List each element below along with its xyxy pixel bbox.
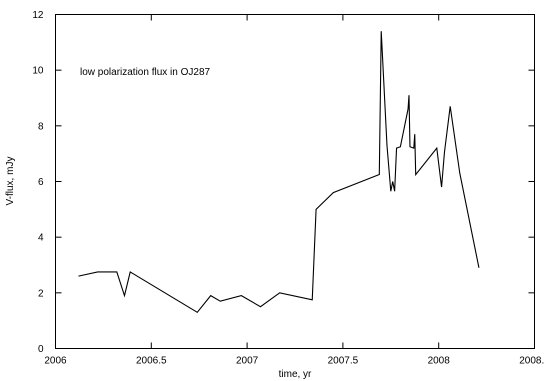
- plot-frame: [55, 14, 535, 349]
- axis-ticks: [55, 14, 535, 349]
- x-tick-label: 2006: [44, 356, 67, 367]
- x-tick-label: 2006.5: [136, 356, 167, 367]
- y-tick-label: 4: [38, 233, 44, 244]
- x-tick-label: 2007.5: [328, 356, 359, 367]
- x-tick-label: 2008: [428, 356, 451, 367]
- x-tick-label: 2007: [236, 356, 259, 367]
- y-tick-label: 8: [38, 121, 44, 132]
- x-axis-label: time, yr: [279, 369, 312, 380]
- y-tick-labels: 0 2 4 6 8 10 12: [32, 10, 44, 355]
- x-tick-labels: 2006 2006.5 2007 2007.5 2008 2008.5: [44, 356, 544, 367]
- y-tick-label: 12: [32, 10, 44, 21]
- x-tick-label: 2008.5: [519, 356, 544, 367]
- y-tick-label: 10: [32, 66, 44, 77]
- y-tick-label: 2: [38, 288, 44, 299]
- chart-annotation: low polarization flux in OJ287: [80, 67, 211, 78]
- series-line: [78, 31, 480, 314]
- y-tick-label: 0: [38, 344, 44, 355]
- y-tick-label: 6: [38, 177, 44, 188]
- y-axis-label: V-flux, mJy: [5, 157, 16, 206]
